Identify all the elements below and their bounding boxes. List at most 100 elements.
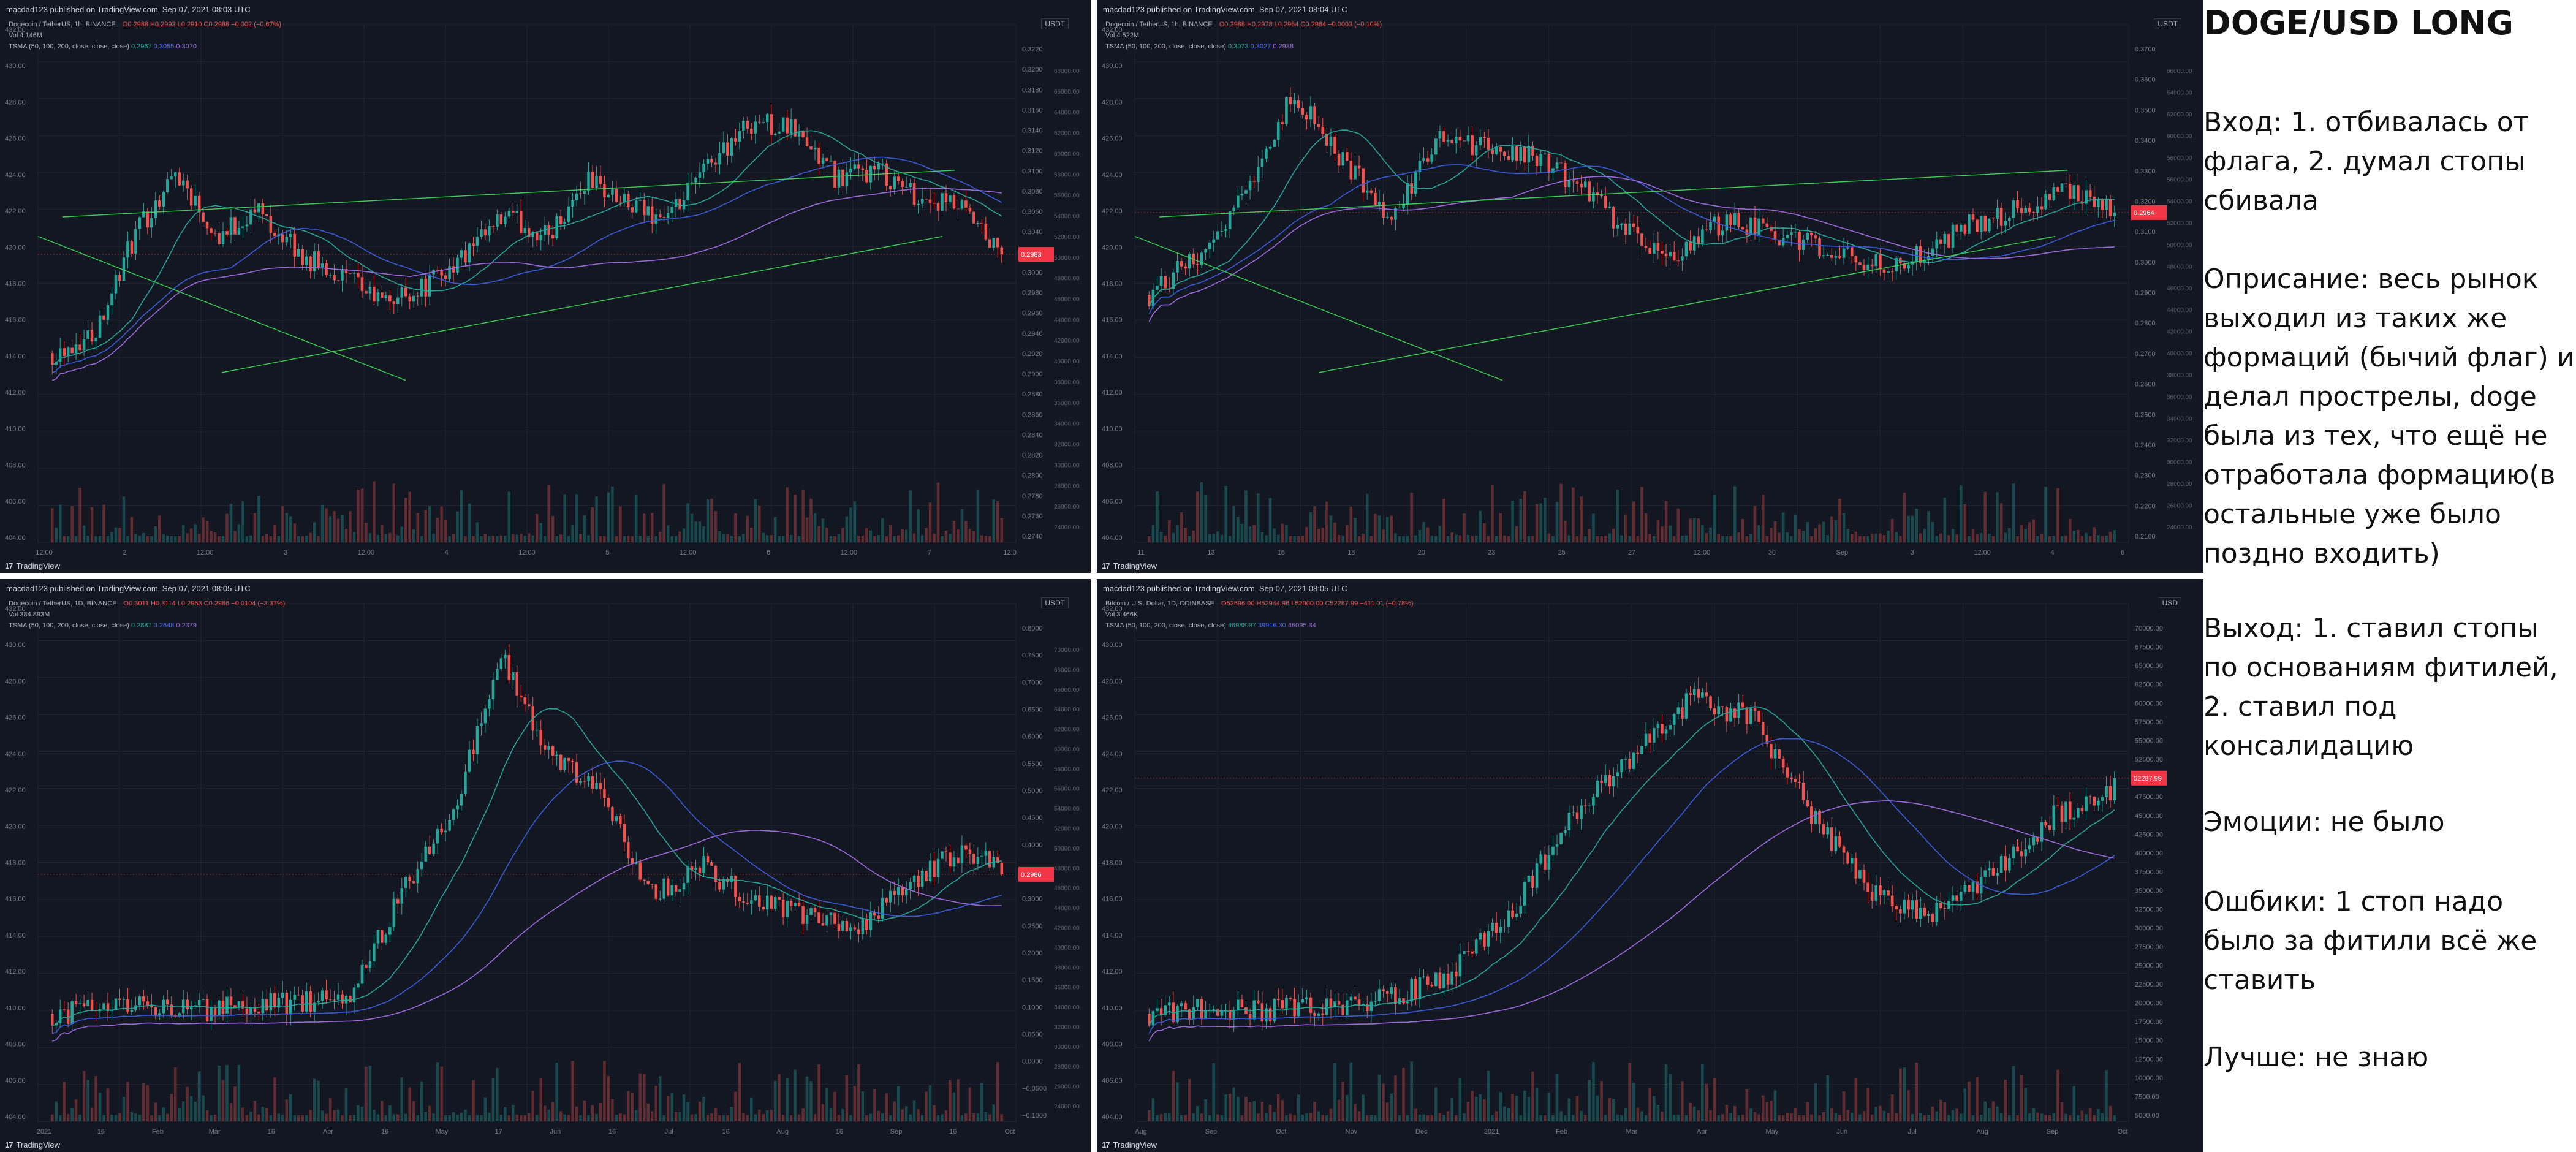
candle-body bbox=[468, 749, 471, 772]
volume-bar bbox=[1385, 517, 1389, 542]
chart-canvas[interactable]: 432.00430.00428.00426.00424.00422.00420.… bbox=[0, 0, 1091, 573]
candle-body bbox=[1547, 153, 1551, 173]
volume-bar bbox=[1531, 1071, 1534, 1121]
currency-button[interactable]: USDT bbox=[1041, 18, 1069, 29]
volume-bar bbox=[893, 536, 896, 542]
chart-panel-btc-1d[interactable]: 432.00 430.00 428.00 426.00 424.00 422.00 420.… bbox=[1097, 579, 2203, 1152]
chart-panel-doge-1d[interactable]: 432.00 430.00 428.00 426.00 424.00 422.00 420.… bbox=[0, 579, 1091, 1152]
candle-body bbox=[1842, 846, 1846, 853]
candle-body bbox=[841, 169, 844, 187]
right-axis: 0.32200.32000.31800.31600.31400.31200.31… bbox=[1022, 46, 1080, 540]
right-axis-tick-secondary: 46000.00 bbox=[2167, 286, 2192, 292]
volume-bar bbox=[2020, 1075, 2023, 1121]
left-axis-tick: 404.00 bbox=[1102, 1113, 1123, 1121]
volume-bar bbox=[456, 1115, 459, 1121]
left-axis-tick: 426.00 bbox=[5, 714, 26, 722]
chart-canvas[interactable]: 432.00430.00428.00426.00424.00422.00420.… bbox=[1097, 579, 2203, 1152]
volume-bar bbox=[1862, 536, 1866, 542]
volume-bar bbox=[70, 506, 74, 542]
volume-bar bbox=[968, 1087, 972, 1121]
candle-body bbox=[778, 131, 781, 134]
volume-bar bbox=[261, 1107, 265, 1121]
volume-bar bbox=[1531, 536, 1534, 542]
volume-bar bbox=[1184, 1115, 1187, 1121]
volume-bar bbox=[1870, 534, 1874, 542]
candle-body bbox=[1689, 693, 1692, 695]
volume-bar bbox=[1237, 517, 1240, 542]
volume-bar bbox=[1717, 534, 1721, 542]
volume-bar bbox=[475, 1115, 479, 1121]
candle-body bbox=[2105, 786, 2108, 797]
volume-bar bbox=[845, 1075, 849, 1121]
candle-body bbox=[1814, 235, 1817, 239]
volume-bar bbox=[1620, 1115, 1623, 1121]
candle-body bbox=[825, 915, 828, 926]
candle-body bbox=[1341, 1004, 1344, 1015]
candle-body bbox=[611, 807, 614, 822]
candle-body bbox=[1761, 218, 1765, 224]
volume-bar bbox=[1616, 1115, 1619, 1121]
candle-body bbox=[1882, 890, 1886, 895]
volume-bar bbox=[928, 502, 932, 542]
right-axis-tick: 0.2700 bbox=[2135, 351, 2156, 358]
volume-bar bbox=[1523, 1090, 1526, 1121]
candle-body bbox=[2068, 801, 2072, 820]
volume-bar bbox=[841, 1108, 844, 1121]
candle-body bbox=[1701, 692, 1704, 698]
candle-body bbox=[1765, 735, 1769, 744]
candle-body bbox=[1390, 987, 1393, 994]
chart-panel-doge-1h-b[interactable]: 432.00 430.00 428.00 426.00 424.00 422.00 420.… bbox=[1097, 0, 2203, 573]
chart-canvas[interactable]: 432.00430.00428.00426.00424.00422.00420.… bbox=[0, 579, 1091, 1152]
volume-bar bbox=[1301, 1115, 1305, 1121]
right-axis-tick-secondary: 52000.00 bbox=[2167, 220, 2192, 227]
volume-bar bbox=[809, 498, 813, 542]
chart-panel-doge-1h-a[interactable]: 432.00 430.00 428.00 426.00 424.00 422.00 420.… bbox=[0, 0, 1091, 573]
candle-body bbox=[1838, 256, 1841, 258]
volume-bar bbox=[861, 535, 865, 542]
candle-body bbox=[1684, 693, 1688, 719]
volume-bar bbox=[1426, 1115, 1430, 1121]
volume-bar bbox=[638, 1073, 642, 1121]
candle-body bbox=[233, 217, 237, 235]
volume-bar bbox=[1890, 518, 1894, 542]
volume-bar bbox=[261, 536, 265, 542]
currency-button[interactable]: USDT bbox=[1041, 597, 1069, 608]
volume-bar bbox=[877, 1110, 881, 1121]
right-axis-tick-secondary: 42000.00 bbox=[2167, 329, 2192, 336]
right-axis-tick-secondary: 44000.00 bbox=[1054, 317, 1080, 324]
candle-body bbox=[1539, 154, 1542, 167]
candle-body bbox=[1939, 239, 1942, 244]
volume-bar bbox=[55, 527, 58, 542]
grid-lines bbox=[1134, 24, 2129, 543]
chart-canvas[interactable]: 432.00430.00428.00426.00424.00422.00420.… bbox=[1097, 0, 2203, 573]
candle-body bbox=[1572, 812, 1575, 813]
volume-bar bbox=[2020, 525, 2023, 542]
candle-body bbox=[1592, 192, 1595, 202]
volume-bar bbox=[1354, 1104, 1357, 1121]
candle-body bbox=[320, 263, 324, 268]
candle-body bbox=[1661, 250, 1664, 254]
volume-bar bbox=[1903, 492, 1906, 542]
candle-body bbox=[901, 181, 904, 188]
volume-bar bbox=[2056, 1069, 2059, 1121]
currency-button[interactable]: USD bbox=[2158, 597, 2181, 608]
candle-body bbox=[1410, 979, 1414, 1002]
time-axis-tick: Jul bbox=[665, 1128, 673, 1135]
candle-body bbox=[1450, 140, 1453, 143]
volume-bar bbox=[416, 1115, 419, 1121]
candle-body bbox=[595, 176, 598, 188]
right-axis-tick: −0.1000 bbox=[1022, 1112, 1047, 1120]
last-price-tag-text: 0.2964 bbox=[2134, 210, 2154, 217]
volume-bar bbox=[944, 531, 948, 542]
volume-bar bbox=[1446, 536, 1450, 542]
candle-body bbox=[1354, 996, 1357, 1000]
currency-button[interactable]: USDT bbox=[2154, 18, 2181, 29]
tv-logo-icon: 17 bbox=[1102, 1140, 1110, 1150]
volume-bar bbox=[1725, 536, 1729, 542]
candle-body bbox=[376, 292, 380, 302]
moving-average-line bbox=[1148, 129, 2115, 307]
volume-bar bbox=[1761, 1095, 1765, 1121]
volume-bar bbox=[1555, 1074, 1559, 1121]
candle-body bbox=[1741, 227, 1744, 230]
volume-bar bbox=[456, 511, 459, 542]
